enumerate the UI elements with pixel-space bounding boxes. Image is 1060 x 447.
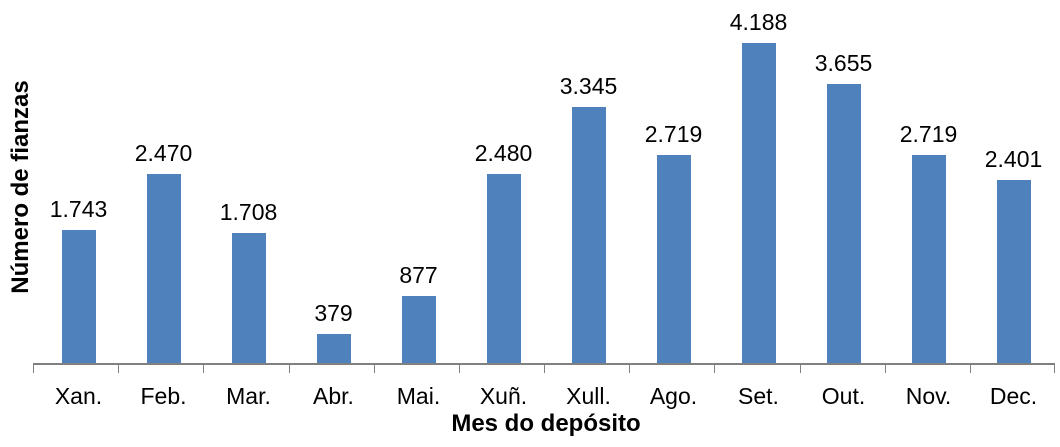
bar [826, 83, 861, 363]
bar-value-label: 1.708 [219, 198, 278, 225]
x-tick-label: Feb. [140, 383, 187, 409]
bar [316, 334, 351, 363]
bar-group: 877 [376, 0, 461, 363]
bar-value-label: 2.401 [984, 145, 1043, 172]
x-tick-label: Mar. [226, 383, 271, 409]
bar [741, 43, 776, 363]
axis-tick [458, 365, 460, 373]
bar [486, 173, 521, 363]
bar-group: 4.188 [716, 0, 801, 363]
axis-tick [288, 365, 290, 373]
bar [401, 296, 436, 363]
x-tick-label: Set. [738, 383, 779, 409]
bar-value-label: 2.719 [644, 121, 703, 148]
axis-tick [1054, 365, 1055, 373]
x-tick-label: Xuñ. [479, 383, 528, 409]
axis-tick [799, 365, 801, 373]
bar [996, 179, 1031, 363]
x-tick-label: Xull. [566, 383, 611, 409]
axis-tick [714, 365, 716, 373]
bar-value-label: 4.188 [729, 9, 788, 35]
x-tick-label: Nov. [905, 383, 952, 409]
bar-value-label: 3.345 [559, 73, 618, 100]
bar [911, 155, 946, 363]
x-tick-label: Xan. [54, 383, 103, 409]
bar [146, 174, 181, 363]
bar-group: 1.743 [36, 0, 121, 363]
bar-value-label: 2.470 [134, 140, 193, 167]
bar-group: 3.655 [801, 0, 886, 363]
bar-group: 2.401 [971, 0, 1056, 363]
bar-group: 2.719 [886, 0, 971, 363]
x-axis-labels: Xan. Feb. Mar. Abr. Mai. Xuñ. Xull. Ago.… [36, 383, 1056, 409]
bar-value-label: 2.480 [474, 139, 533, 166]
x-axis-ticks [33, 365, 1055, 373]
x-tick-label: Abr. [313, 383, 354, 409]
bar-group: 2.470 [121, 0, 206, 363]
y-axis-title: Número de fianzas [7, 80, 34, 294]
bar-group: 3.345 [546, 0, 631, 363]
bar [571, 107, 606, 363]
bar-value-label: 877 [399, 262, 438, 288]
x-tick-label: Dec. [989, 383, 1038, 409]
axis-tick [629, 365, 631, 373]
axis-tick [884, 365, 886, 373]
bar-value-label: 2.719 [899, 121, 958, 148]
bar-group: 1.708 [206, 0, 291, 363]
x-axis-title: Mes do depósito [451, 410, 641, 437]
x-tick-label: Ago. [649, 383, 698, 409]
x-tick-label: Out. [821, 383, 866, 409]
x-axis-line [33, 363, 1055, 365]
bar-value-label: 379 [314, 300, 353, 326]
bar-group: 2.719 [631, 0, 716, 363]
axis-tick [373, 365, 375, 373]
bar [61, 229, 96, 363]
bar-value-label: 1.743 [49, 195, 108, 222]
plot-area: 1.743 2.470 1.708 379 877 2.480 3.345 2.… [36, 0, 1056, 363]
axis-tick [544, 365, 545, 373]
bar-group: 2.480 [461, 0, 546, 363]
x-tick-label: Mai. [396, 383, 441, 409]
bar-group: 379 [291, 0, 376, 363]
axis-tick [33, 365, 34, 373]
axis-tick [969, 365, 971, 373]
axis-tick [203, 365, 205, 373]
axis-tick [118, 365, 120, 373]
bar [231, 232, 266, 363]
bar [656, 155, 691, 363]
bar-value-label: 3.655 [814, 49, 873, 76]
